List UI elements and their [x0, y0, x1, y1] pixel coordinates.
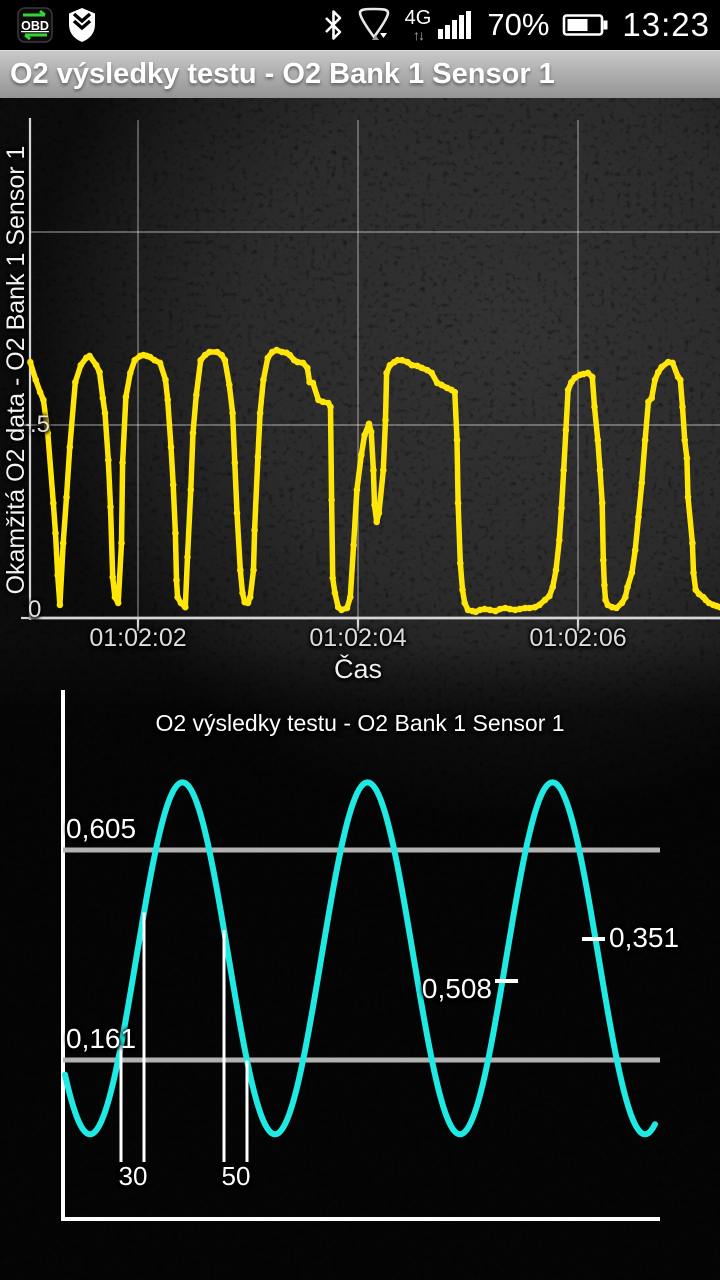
chart1-x-tick-3: 01:02:06 [529, 624, 627, 652]
obd-adapter-icon: OBD [17, 7, 53, 43]
chart2-axes [61, 690, 660, 1221]
status-bar: OBD 4G ↑↓ 70% [0, 0, 720, 50]
data-saver-droplet-icon [358, 7, 389, 40]
chart2-reference-lines [63, 847, 660, 1063]
chart1-grid [30, 120, 720, 618]
clock-label: 13:23 [622, 6, 710, 43]
battery-percent-label: 70% [487, 7, 550, 42]
chart2-marker-label-50: 50 [221, 1161, 251, 1191]
app-title: O2 výsledky testu - O2 Bank 1 Sensor 1 [10, 58, 555, 90]
obd-label: OBD [21, 19, 49, 33]
chart1-axes [21, 118, 720, 631]
network-indicator: 4G ↑↓ [405, 8, 432, 42]
chart2-ref-label-upper: 0,605 [66, 813, 137, 844]
network-type-label: 4G [404, 7, 432, 29]
chart2-data-layer [62, 779, 658, 1162]
chart1-data-layer [26, 346, 720, 616]
chart2-annotation-0508: 0,508 [421, 973, 492, 1004]
chart2-annotation-dashes [495, 937, 605, 983]
chart1-x-axis-label: Čas [333, 654, 382, 684]
chart1-y-tick-05: .5 [30, 411, 51, 438]
chart2-title: O2 výsledky testu - O2 Bank 1 Sensor 1 [155, 710, 565, 736]
chart1-x-tick-1: 01:02:02 [89, 624, 187, 652]
chart1-y-axis-label: Okamžitá O2 data - O2 Bank 1 Sensor 1 [2, 145, 30, 595]
shield-icon [69, 8, 95, 42]
chart1-y-tick-0: 0 [28, 596, 42, 623]
chart2-marker-label-30: 30 [118, 1161, 148, 1191]
bluetooth-icon [324, 10, 341, 40]
o2-test-sine-wave [62, 779, 658, 1138]
signal-bars-icon [438, 11, 472, 39]
network-arrows-icon: ↑↓ [413, 27, 425, 43]
title-bar: O2 výsledky testu - O2 Bank 1 Sensor 1 [0, 50, 720, 98]
chart2-ref-label-lower: 0,161 [66, 1023, 137, 1054]
chart1-x-tick-2: 01:02:04 [309, 624, 407, 652]
chart2-annotation-0351: 0,351 [609, 922, 680, 953]
o2-instant-data-line [27, 347, 720, 615]
battery-icon [563, 14, 608, 36]
